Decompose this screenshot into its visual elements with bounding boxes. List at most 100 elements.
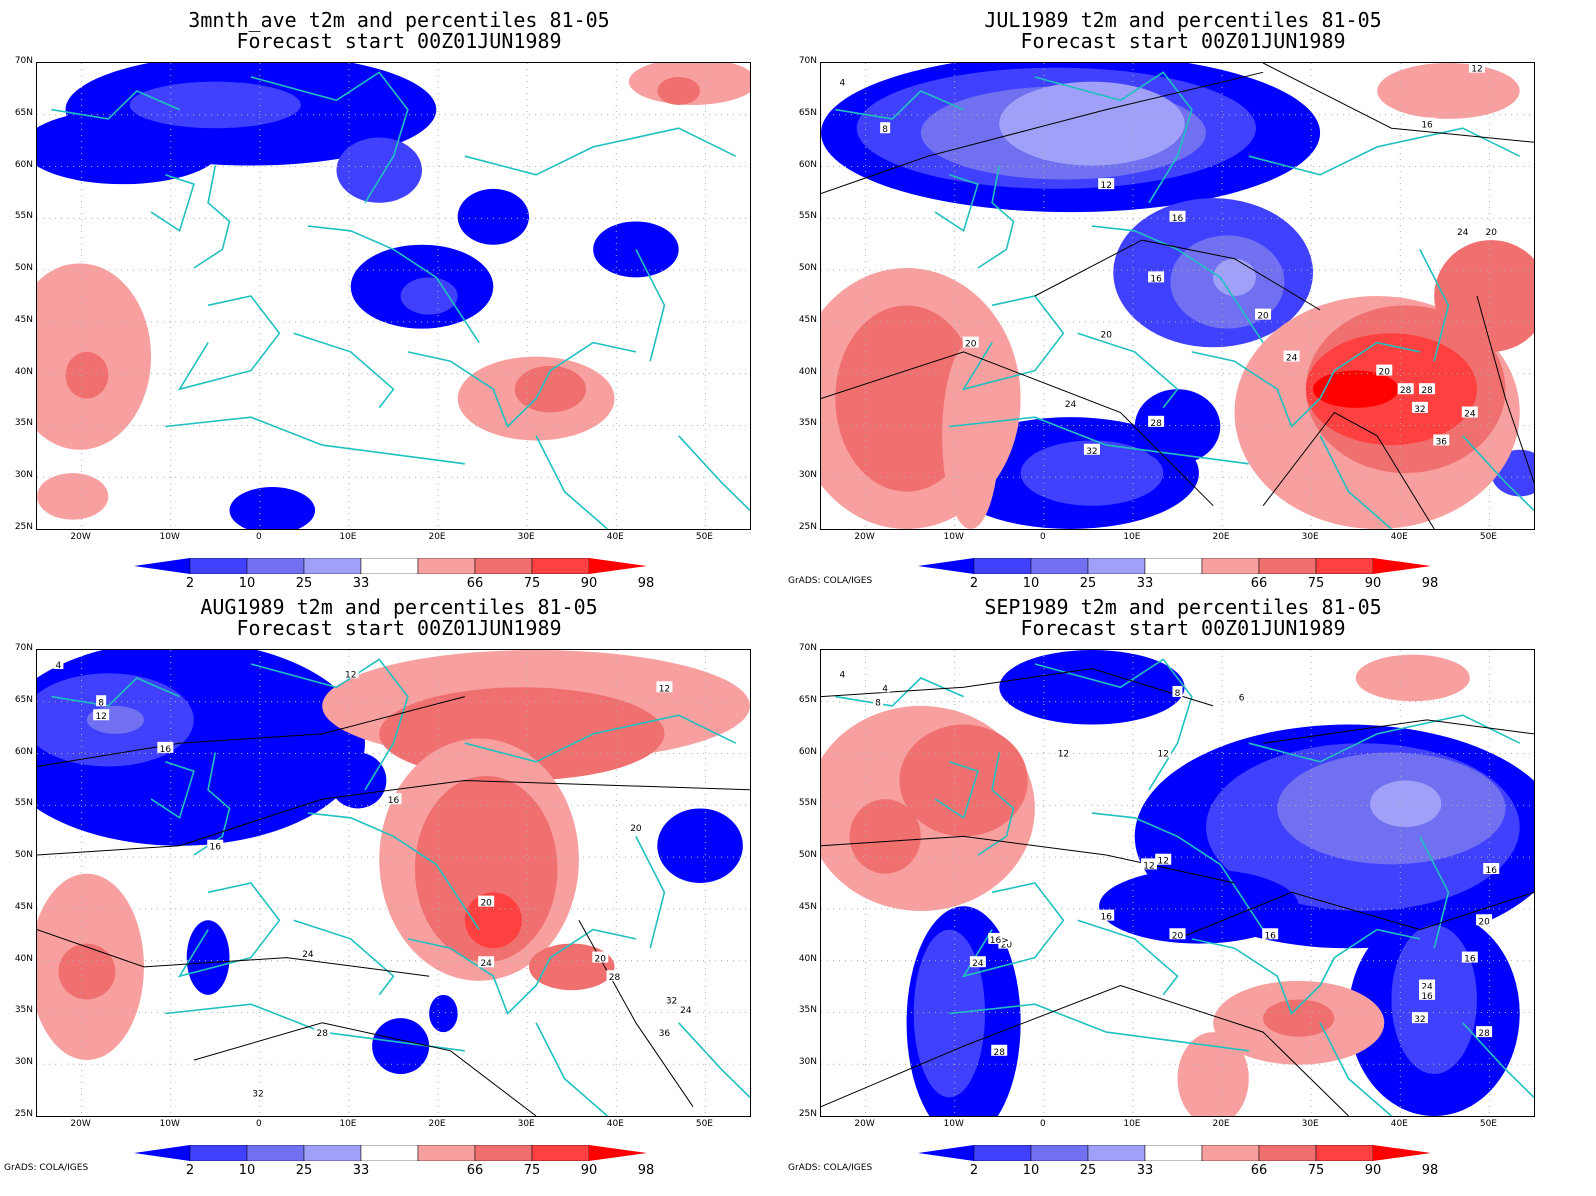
cold-anomaly-area (329, 752, 387, 809)
contour-label: 28 (1421, 386, 1433, 396)
latitude-tick-label: 70N (14, 643, 33, 653)
colorbar-arrow-left (134, 558, 190, 574)
panel-title-line1: AUG1989 t2m and percentiles 81-05 (200, 595, 598, 619)
contour-label: 16 (1150, 274, 1162, 284)
contour-label-bg (1283, 350, 1300, 362)
contour-label-bg (1255, 308, 1272, 320)
contour-label: 8 (1175, 689, 1181, 699)
colorbar-swatch (1144, 557, 1203, 575)
coastline (250, 71, 409, 204)
contour-label-bg (1169, 210, 1186, 222)
coastline (464, 127, 737, 176)
colorbar-label: 90 (1364, 1163, 1382, 1178)
latitude-tick-label: 35N (14, 1005, 33, 1016)
colorbar-label: 25 (1079, 1163, 1097, 1178)
contour-label-bg (1433, 434, 1450, 446)
isotherm-contour (37, 929, 430, 977)
coastline (1419, 249, 1450, 362)
colorbar-arrow-right (589, 1145, 647, 1161)
longitude-tick-label: 40E (1390, 1119, 1408, 1129)
contour-label-bg (677, 1002, 694, 1014)
contour-label: 20 (1379, 368, 1391, 378)
colorbar: 2 10 25 33 66 75 90 98 (918, 1144, 1438, 1185)
contour-label-bg (1155, 853, 1172, 865)
longitude-tick-label: 0 (1039, 1119, 1046, 1129)
colorbar-label: 75 (1307, 1163, 1325, 1178)
cold-anomaly-area (229, 487, 316, 529)
colorbar-swatch (360, 1144, 419, 1162)
coastline (678, 1022, 750, 1098)
colorbar-arrow-left (134, 1145, 190, 1161)
longitude-tick-label: 10W (159, 532, 180, 542)
contour-label: 12 (95, 712, 106, 722)
contour-label: 12 (1143, 861, 1154, 871)
longitude-tick-label: 50E (695, 1119, 713, 1129)
contour-label: 6 (1239, 694, 1245, 704)
latitude-tick-label: 65N (798, 694, 817, 705)
warm-anomaly-area (65, 351, 109, 399)
coastline (293, 332, 395, 409)
contour-label: 4 (840, 670, 846, 680)
colorbar-swatch (1201, 1144, 1260, 1162)
longitude-tick-label: 30E (517, 1119, 535, 1129)
colorbar-label: 66 (1250, 576, 1268, 591)
colorbar-swatches (134, 1144, 647, 1162)
colorbar-label: 33 (1136, 1163, 1154, 1178)
cold-anomaly-area (1213, 258, 1256, 296)
colorbar-label: 25 (295, 576, 313, 591)
colorbar-label: 90 (580, 1163, 598, 1178)
warm-anomaly-area (1312, 370, 1399, 408)
colorbar-label: 98 (1421, 576, 1439, 591)
panel-title-line2: Forecast start 00Z01JUN1989 (1020, 29, 1346, 53)
contour-label: 24 (1286, 354, 1298, 364)
contour-label: 28 (1400, 386, 1412, 396)
coastline (1462, 1022, 1534, 1098)
contour-label-bg (93, 709, 110, 721)
cold-anomaly-area (429, 994, 458, 1033)
coastline (250, 658, 409, 791)
map-panel-3month: 3mnth_ave t2m and percentiles 81-05 Fore… (0, 0, 798, 598)
map-frame: 4 8 12 12 16 16 16 20 20 20 20 24 24 24 28 28 32 32 36 20 28… (820, 62, 1535, 530)
contour-label: 12 (1158, 750, 1169, 760)
colorbar-swatch (189, 1144, 248, 1162)
warm-anomaly-area (899, 724, 1028, 837)
colorbar-swatch (474, 1144, 533, 1162)
coastline (835, 90, 964, 120)
longitude-tick-label: 50E (695, 532, 713, 542)
latitude-tick-label: 50N (798, 263, 817, 274)
cold-anomaly-area (999, 81, 1185, 166)
cold-anomaly-area (336, 137, 423, 203)
cold-anomaly-area (1020, 440, 1164, 506)
coastline (1419, 836, 1450, 949)
contour-label-bg (1140, 858, 1157, 870)
coastline (835, 677, 964, 707)
coastline (635, 249, 666, 362)
contour-label: 32 (252, 1090, 263, 1100)
latitude-tick-label: 55N (798, 798, 817, 809)
contour-label: 24 (1421, 983, 1433, 993)
contour-label: 16 (160, 745, 172, 755)
warm-anomaly-area (37, 473, 109, 520)
panel-title-line2: Forecast start 00Z01JUN1989 (236, 616, 562, 640)
coastline (177, 882, 281, 978)
coastline (1091, 812, 1264, 931)
coastline (1319, 435, 1392, 529)
latitude-tick-label: 30N (14, 1057, 33, 1068)
coastline (977, 165, 1015, 269)
colorbar-label: 66 (466, 1163, 484, 1178)
contour-label: 24 (1457, 228, 1469, 238)
contour-label-bg (1169, 928, 1186, 940)
latitude-tick-label: 65N (14, 694, 33, 705)
warm-anomaly-area (414, 775, 558, 963)
latitude-tick-label: 50N (14, 850, 33, 861)
longitude-tick-label: 0 (255, 532, 262, 542)
coastline (949, 416, 1249, 465)
longitude-tick-label: 20W (854, 1119, 875, 1129)
map-panel-sep1989: SEP1989 t2m and percentiles 81-05 Foreca… (784, 587, 1582, 1185)
coastline (165, 416, 465, 465)
contour-label-bg (1476, 1026, 1493, 1038)
latitude-tick-label: 25N (798, 1109, 817, 1119)
contour-label-bg (627, 821, 644, 833)
contour-label: 28 (994, 1048, 1006, 1058)
latitude-tick-label: 60N (798, 159, 817, 170)
